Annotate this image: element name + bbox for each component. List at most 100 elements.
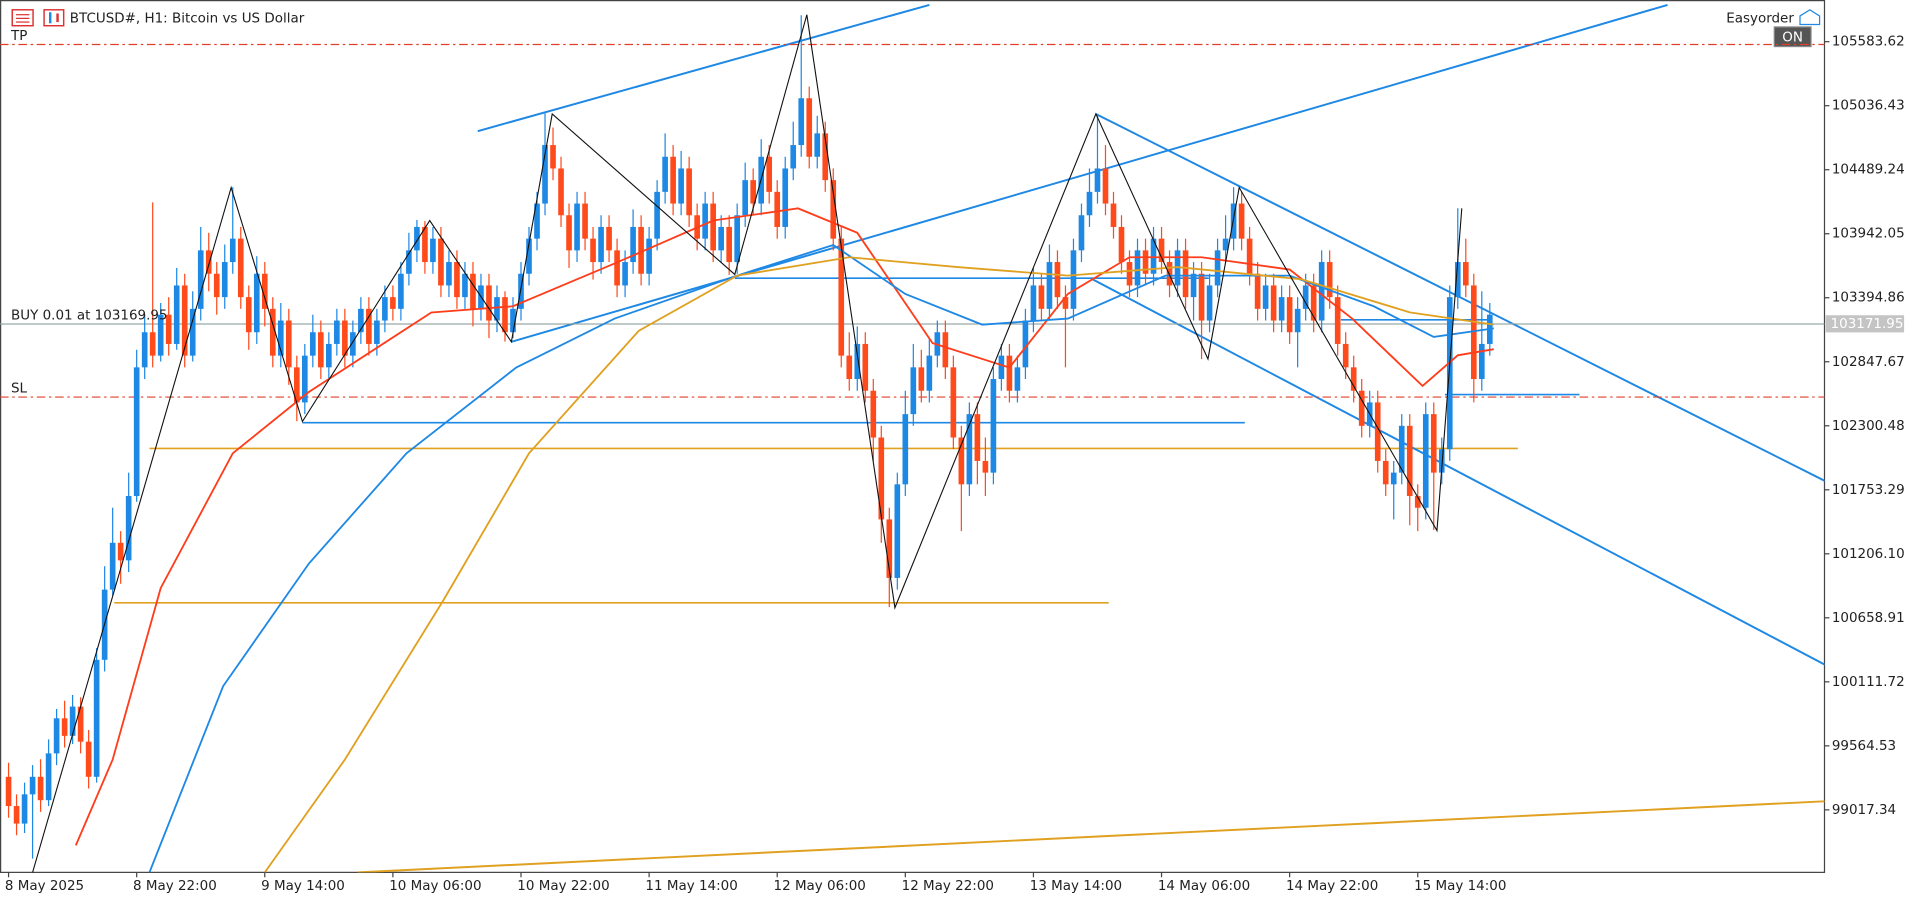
candle-body [662,156,668,192]
candle-body [622,262,628,286]
candle-body [558,168,564,216]
candle-body [1422,414,1429,508]
candle-body [1478,343,1485,380]
candle-body [742,180,749,216]
candle-body [366,308,372,344]
candle-body [1158,238,1165,263]
candle-body [942,332,949,368]
y-tick-label: 105036.43 [1832,98,1905,114]
candle-body [606,226,612,251]
candle-body [13,806,20,824]
candle-body [374,320,380,344]
candle-body [598,226,604,263]
candle-body [630,226,636,263]
candle-body [678,168,684,204]
candle-body [1222,238,1229,251]
plot-area [0,3,1825,873]
candle-body [1102,168,1109,204]
candle-body [1054,262,1061,298]
x-tick-label: 10 May 22:00 [517,878,609,894]
candle-body [526,238,532,274]
candle-body [398,273,404,309]
candle-body [229,238,236,263]
candle-body [454,262,460,298]
candle-body [686,168,692,216]
candle-body [1118,226,1125,263]
candle-body [1406,425,1413,497]
x-tick-label: 11 May 14:00 [645,878,737,894]
candle-body [494,297,500,321]
candle-body [1390,472,1397,485]
candle-body [61,718,68,736]
candle-body [1318,262,1325,321]
candle-body [1446,297,1453,450]
candle-body [646,238,652,274]
candle-body [798,98,805,146]
candle-body [1342,343,1349,368]
candle-body [125,496,132,561]
candle-body [1110,203,1117,227]
x-tick-label: 12 May 22:00 [902,878,994,894]
candle-body [1374,402,1381,461]
candle-body [1198,273,1205,321]
x-tick-label: 8 May 22:00 [133,878,217,894]
on-button[interactable] [1773,26,1812,48]
plot-frame [0,0,1826,873]
candle-body [1326,262,1333,298]
candle-body [1014,367,1021,391]
moving-average [148,243,1494,873]
candle-body [390,297,396,309]
y-tick-label: 99564.53 [1832,738,1896,754]
candle-body [1022,320,1029,368]
candle-body [918,367,925,391]
candle-body [326,343,332,368]
y-tick-label: 99017.34 [1832,802,1896,818]
y-tick-label: 101753.29 [1832,482,1905,498]
chart-title: BTCUSD#, H1: Bitcoin vs US Dollar [70,10,305,26]
candle-body [486,285,492,321]
candle-body [197,250,204,309]
candle-body [5,776,12,807]
x-tick-label: 9 May 14:00 [261,878,345,894]
candle-body [358,308,364,333]
candle-body [902,414,909,485]
candle-body [406,250,412,274]
candle-body [894,484,901,578]
y-tick-label: 103394.86 [1832,290,1905,306]
candle-body [165,314,172,344]
candle-body [670,156,676,204]
candle-body [1470,285,1477,380]
candle-body [1094,168,1101,192]
y-tick-label: 105583.62 [1832,34,1905,50]
on-button-label[interactable]: ON [1782,29,1803,45]
candle-body [1270,285,1277,321]
candle-body [1462,262,1469,286]
candle-body [814,133,821,157]
candle-body [910,367,917,415]
candle-body [1350,367,1357,391]
order-label: SL [11,380,28,396]
candle-body [1206,285,1213,321]
candle-body [982,460,989,473]
candle-body [342,320,348,356]
trend-line [1092,278,1825,666]
candle-body [654,191,660,239]
candle-body [29,776,36,795]
candle-body [702,203,708,239]
candle-body [790,145,797,169]
candle-body [590,238,596,263]
candle-body [285,320,292,368]
candle-body [886,519,893,578]
candle-body [1062,297,1069,309]
candle-body [990,379,997,473]
y-tick-label: 102300.48 [1832,418,1905,434]
x-tick-label: 13 May 14:00 [1030,878,1122,894]
candle-body [382,297,388,321]
candle-body [1382,460,1389,485]
candle-body [542,145,548,204]
candle-body [510,308,516,333]
candle-body [293,367,300,403]
candle-body [245,297,252,333]
candle-body [1430,414,1437,473]
